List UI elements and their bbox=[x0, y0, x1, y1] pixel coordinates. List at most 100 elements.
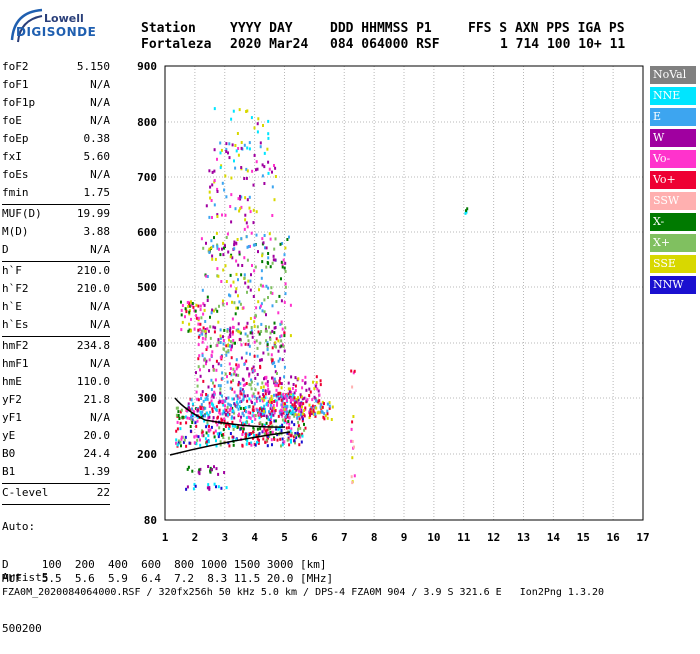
echo-point bbox=[286, 238, 289, 241]
param-label: B1 bbox=[2, 465, 16, 478]
echo-point bbox=[232, 397, 235, 401]
echo-point bbox=[281, 414, 284, 418]
param-row: h`Es N/A bbox=[2, 316, 110, 334]
echo-point bbox=[267, 352, 270, 356]
echo-point bbox=[281, 265, 284, 269]
x-tick-label: 3 bbox=[221, 531, 228, 544]
echo-point bbox=[222, 339, 225, 342]
echo-point bbox=[249, 352, 251, 356]
echo-point bbox=[208, 401, 211, 405]
echo-point bbox=[274, 258, 277, 262]
echo-point bbox=[213, 406, 216, 410]
echo-point bbox=[308, 410, 311, 414]
echo-point bbox=[279, 411, 282, 415]
echo-point bbox=[270, 286, 273, 290]
echo-point bbox=[261, 174, 264, 178]
echo-point bbox=[208, 215, 211, 219]
echo-point bbox=[244, 332, 247, 336]
echo-point bbox=[271, 376, 274, 380]
echo-point bbox=[246, 394, 249, 398]
echo-point bbox=[250, 387, 253, 391]
echo-point bbox=[301, 379, 304, 383]
echo-point bbox=[195, 390, 198, 394]
echo-point bbox=[254, 388, 257, 392]
echo-point bbox=[223, 417, 225, 421]
echo-point bbox=[242, 430, 244, 434]
echo-point bbox=[267, 256, 270, 260]
echo-point bbox=[252, 243, 255, 247]
param-value: 1.75 bbox=[83, 186, 111, 199]
echo-point bbox=[259, 145, 262, 149]
echo-point bbox=[269, 265, 272, 269]
echo-point bbox=[291, 403, 294, 407]
echo-point bbox=[267, 132, 270, 136]
echo-point bbox=[237, 278, 239, 282]
echo-point bbox=[284, 261, 287, 265]
echo-point bbox=[245, 359, 248, 363]
echo-point bbox=[195, 316, 198, 320]
echo-point bbox=[284, 270, 287, 273]
echo-point bbox=[286, 431, 289, 435]
echo-point bbox=[248, 423, 251, 427]
echo-point bbox=[271, 214, 274, 217]
echo-point bbox=[232, 339, 235, 342]
echo-point bbox=[317, 389, 320, 393]
echo-point bbox=[196, 419, 199, 423]
echo-point bbox=[181, 415, 184, 419]
x-tick-label: 13 bbox=[517, 531, 530, 544]
echo-point bbox=[272, 409, 275, 413]
echo-point bbox=[197, 357, 200, 361]
echo-point bbox=[268, 232, 271, 236]
echo-point bbox=[288, 416, 291, 420]
echo-point bbox=[256, 437, 259, 441]
echo-point bbox=[218, 408, 221, 412]
echo-point bbox=[280, 398, 283, 402]
echo-point bbox=[263, 310, 266, 314]
echo-point bbox=[277, 359, 280, 363]
echo-point bbox=[192, 413, 195, 417]
echo-point bbox=[210, 395, 213, 399]
echo-point bbox=[261, 309, 264, 313]
echo-point bbox=[226, 405, 229, 409]
echo-point bbox=[323, 412, 326, 416]
echo-point bbox=[200, 393, 202, 397]
echo-point bbox=[217, 415, 219, 419]
echo-point bbox=[294, 405, 297, 409]
echo-point bbox=[292, 404, 295, 408]
echo-point bbox=[270, 401, 273, 404]
echo-point bbox=[274, 364, 276, 368]
echo-point bbox=[238, 412, 240, 416]
echo-point bbox=[248, 416, 251, 419]
echo-point bbox=[249, 317, 252, 320]
echo-point bbox=[351, 456, 354, 460]
echo-point bbox=[195, 303, 198, 307]
echo-point bbox=[263, 182, 266, 185]
echo-point bbox=[231, 424, 234, 428]
echo-point bbox=[237, 328, 240, 332]
echo-point bbox=[179, 440, 182, 444]
echo-point bbox=[247, 343, 250, 347]
echo-point bbox=[261, 163, 264, 167]
header-time-value: 084 064000 RSF bbox=[330, 37, 440, 52]
echo-point bbox=[249, 279, 252, 283]
echo-point bbox=[298, 443, 301, 447]
echo-point bbox=[273, 331, 276, 335]
echo-point bbox=[252, 430, 255, 434]
echo-point bbox=[230, 117, 233, 121]
legend-item: NoVal bbox=[650, 66, 696, 84]
echo-point bbox=[269, 430, 272, 434]
echo-point bbox=[260, 269, 263, 273]
echo-point bbox=[252, 295, 255, 298]
echo-point bbox=[263, 165, 266, 169]
echo-point bbox=[225, 195, 228, 199]
echo-point bbox=[260, 414, 263, 418]
echo-point bbox=[319, 405, 322, 409]
echo-point bbox=[246, 146, 249, 150]
echo-point bbox=[298, 409, 301, 413]
echo-point bbox=[236, 400, 238, 404]
divider bbox=[2, 261, 110, 262]
echo-point bbox=[225, 142, 228, 146]
echo-point bbox=[285, 399, 288, 403]
echo-point bbox=[309, 410, 312, 414]
echo-point bbox=[193, 441, 196, 445]
